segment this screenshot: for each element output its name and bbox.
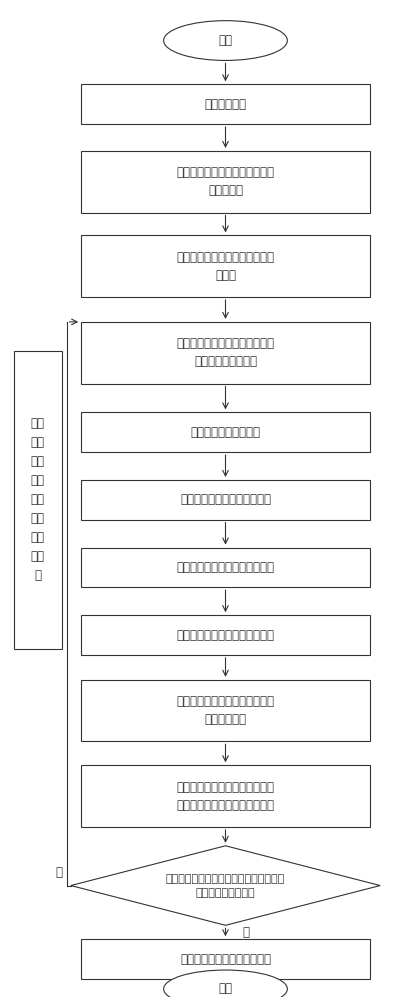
FancyBboxPatch shape <box>81 480 370 520</box>
Text: 输入电机参数: 输入电机参数 <box>204 98 247 111</box>
Text: 获得电机内各区域矢量磁位方程
和磁密表达式: 获得电机内各区域矢量磁位方程 和磁密表达式 <box>176 695 275 726</box>
FancyBboxPatch shape <box>81 680 370 741</box>
Text: 根据隔磁桥的相对磁导率初始值
计算等效气隙的长度: 根据隔磁桥的相对磁导率初始值 计算等效气隙的长度 <box>176 337 275 368</box>
Text: 是: 是 <box>242 926 250 939</box>
Text: 将电机划分为五类子域: 将电机划分为五类子域 <box>191 426 260 439</box>
Ellipse shape <box>163 21 287 60</box>
FancyBboxPatch shape <box>81 615 370 655</box>
Text: 修改
下一
次隔
磁桥
的相
对磁
导率
初始
値: 修改 下一 次隔 磁桥 的相 对磁 导率 初始 値 <box>31 417 45 582</box>
Text: 输出永磁电机的磁场计算结果: 输出永磁电机的磁场计算结果 <box>180 953 271 966</box>
Text: 建立各区域交界面处的边界条件: 建立各区域交界面处的边界条件 <box>176 561 275 574</box>
FancyBboxPatch shape <box>81 765 370 827</box>
FancyBboxPatch shape <box>81 322 370 384</box>
Text: 将转子中的各处隔磁桥等效成矩
形等效气隙: 将转子中的各处隔磁桥等效成矩 形等效气隙 <box>176 166 275 197</box>
Text: 结束: 结束 <box>219 982 232 995</box>
FancyBboxPatch shape <box>81 412 370 452</box>
FancyBboxPatch shape <box>14 351 61 649</box>
FancyBboxPatch shape <box>81 84 370 124</box>
Text: 求解矢量磁位方程中的未知系数: 求解矢量磁位方程中的未知系数 <box>176 629 275 642</box>
Text: 建立各区域内的矢量磁位方程: 建立各区域内的矢量磁位方程 <box>180 493 271 506</box>
FancyBboxPatch shape <box>81 151 370 213</box>
Ellipse shape <box>163 970 287 1000</box>
FancyBboxPatch shape <box>81 548 370 587</box>
Text: 开始: 开始 <box>219 34 232 47</box>
Text: 否: 否 <box>55 866 62 879</box>
FancyBboxPatch shape <box>81 939 370 979</box>
Text: 计算等效气隙处的磁密幅値，获
得隔磁桥处相对磁导率的计算値: 计算等效气隙处的磁密幅値，获 得隔磁桥处相对磁导率的计算値 <box>176 781 275 812</box>
Text: 预估转子隔磁桥处的相对磁导率
初始值: 预估转子隔磁桥处的相对磁导率 初始值 <box>176 251 275 282</box>
Text: 检查相对磁导率的计算値与初始値之间的
误差是否小于限定値: 检查相对磁导率的计算値与初始値之间的 误差是否小于限定値 <box>166 874 285 898</box>
Polygon shape <box>71 846 380 925</box>
FancyBboxPatch shape <box>81 235 370 297</box>
